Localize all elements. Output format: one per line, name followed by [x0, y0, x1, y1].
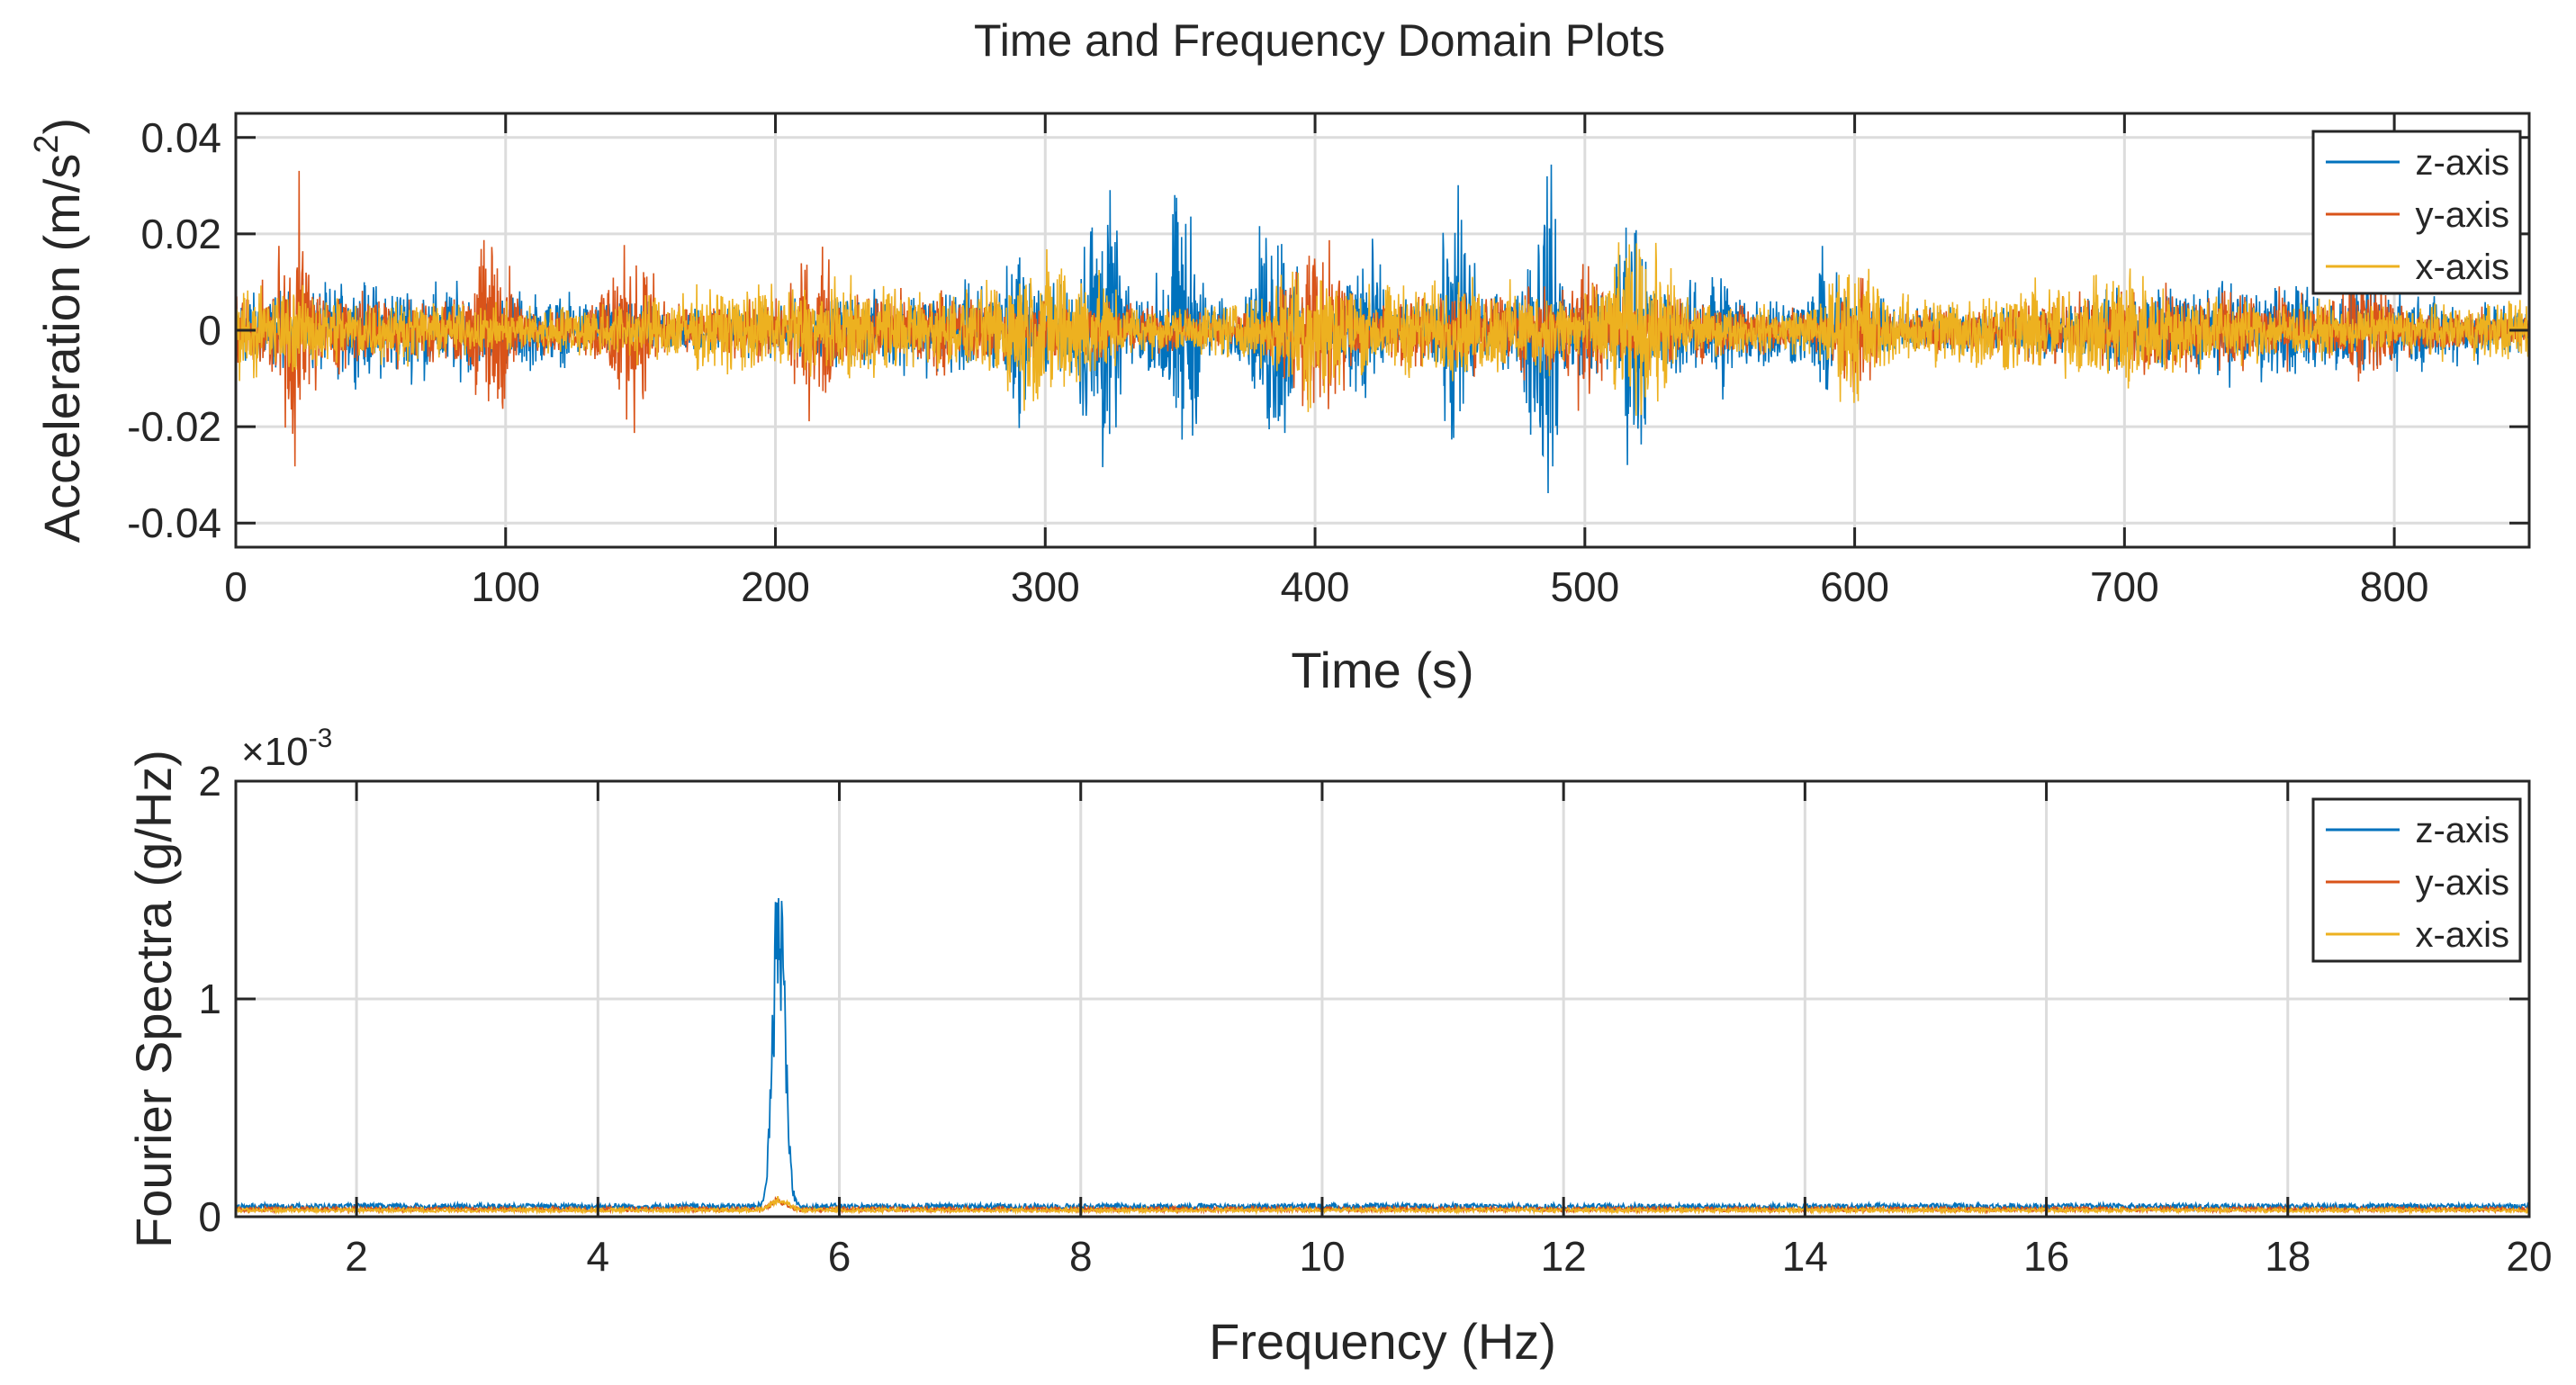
time-plot-xtick-label: 300	[1011, 563, 1080, 610]
time-plot-xtick-label: 0	[224, 563, 248, 610]
time-plot-xtick-label: 600	[1820, 563, 1889, 610]
time-plot-xtick-label: 800	[2360, 563, 2429, 610]
time-plot-legend-label: z-axis	[2416, 143, 2509, 183]
time-plot-ticks: 0 100 200 300 400 500 600 700 800 -0.04 -0.02 0 0.02…	[127, 113, 2529, 610]
time-plot-legend-label: x-axis	[2416, 247, 2509, 287]
time-plot-ytick-label: 0.04	[140, 114, 221, 161]
freq-plot-ytick-label: 1	[198, 976, 221, 1022]
time-plot-xtick-label: 100	[471, 563, 540, 610]
freq-plot-legend-label: y-axis	[2416, 863, 2509, 903]
time-plot-ylabel-close: )	[33, 118, 90, 135]
freq-plot-ylabel: Fourier Spectra (g/Hz)	[125, 750, 182, 1248]
freq-plot-xtick-label: 16	[2023, 1233, 2069, 1280]
freq-plot-xtick-label: 10	[1299, 1233, 1345, 1280]
freq-plot-xtick-label: 4	[587, 1233, 610, 1280]
time-plot-xtick-label: 400	[1281, 563, 1350, 610]
time-plot-ylabel: Acceleration (m/s2)	[28, 118, 90, 543]
time-series-line-x-axis	[236, 242, 2529, 417]
freq-plot-xtick-label: 20	[2506, 1233, 2552, 1280]
freq-plot-xtick-label: 18	[2265, 1233, 2310, 1280]
time-plot-ytick-label: -0.02	[127, 403, 221, 450]
freq-plot-y-multiplier-base: ×10	[241, 730, 309, 774]
time-plot-legend-label: y-axis	[2416, 195, 2509, 235]
time-domain-plot: 0 100 200 300 400 500 600 700 800 -0.04 -0.02 0 0.02…	[28, 112, 2531, 698]
time-plot-xlabel: Time (s)	[1291, 642, 1473, 698]
time-plot-ylabel-main: Acceleration (m/s	[33, 154, 90, 544]
freq-series-line-x-axis	[236, 1196, 2529, 1216]
freq-plot-xtick-label: 6	[828, 1233, 851, 1280]
freq-plot-ytick-label: 2	[198, 758, 221, 805]
freq-plot-y-multiplier: ×10-3	[241, 724, 332, 774]
freq-plot-series	[236, 897, 2529, 1216]
freq-plot-legend-label: x-axis	[2416, 915, 2509, 955]
time-plot-ytick-label: -0.04	[127, 499, 221, 546]
time-plot-xtick-label: 700	[2090, 563, 2159, 610]
freq-plot-ytick-label: 0	[198, 1193, 221, 1240]
freq-plot-y-multiplier-exponent: -3	[309, 724, 333, 753]
freq-plot-xtick-label: 2	[345, 1233, 368, 1280]
time-plot-ytick-label: 0.02	[140, 211, 221, 257]
figure-title: Time and Frequency Domain Plots	[974, 15, 1665, 66]
time-plot-xtick-label: 500	[1550, 563, 1619, 610]
time-plot-legend: z-axis y-axis x-axis	[2311, 130, 2522, 295]
time-plot-ylabel-sup: 2	[28, 134, 66, 153]
freq-plot-xtick-label: 14	[1782, 1233, 1828, 1280]
freq-plot-legend: z-axis y-axis x-axis	[2311, 797, 2522, 963]
time-plot-ytick-label: 0	[198, 307, 221, 354]
freq-plot-xlabel: Frequency (Hz)	[1209, 1313, 1556, 1370]
freq-plot-xtick-label: 12	[1541, 1233, 1587, 1280]
time-plot-series	[236, 164, 2529, 494]
freq-plot-xtick-label: 8	[1069, 1233, 1093, 1280]
freq-plot-legend-label: z-axis	[2416, 811, 2509, 850]
time-plot-xtick-label: 200	[741, 563, 810, 610]
